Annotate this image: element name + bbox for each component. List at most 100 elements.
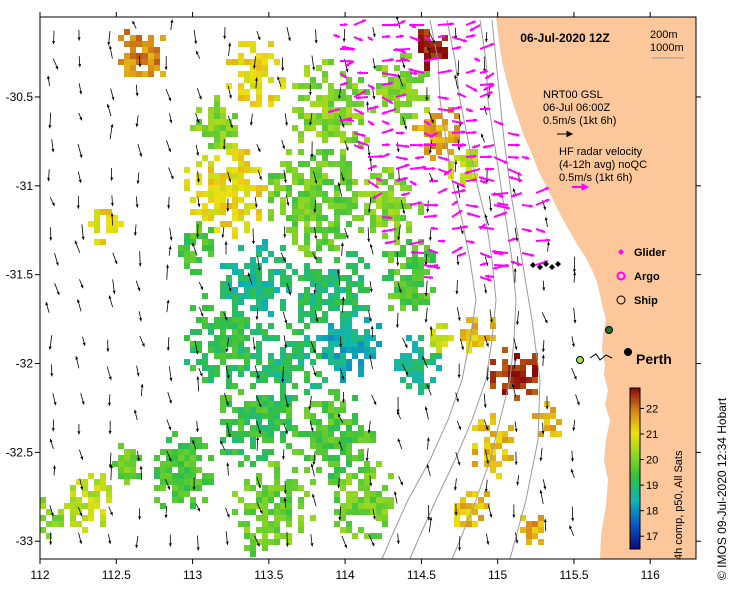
sst-pixel <box>358 479 364 485</box>
wind-arrowhead <box>309 122 313 126</box>
sst-pixel <box>334 437 340 443</box>
sst-pixel <box>382 485 388 491</box>
sst-pixel <box>268 287 274 293</box>
sst-pixel <box>328 89 334 95</box>
sst-pixel <box>322 287 328 293</box>
sst-pixel <box>244 227 250 233</box>
sst-pixel <box>178 473 184 479</box>
wind-arrowhead <box>484 488 488 493</box>
wind-arrowhead <box>52 465 56 469</box>
sst-pixel <box>334 209 340 215</box>
sst-pixel <box>316 209 322 215</box>
sst-pixel <box>466 155 472 161</box>
sst-pixel <box>310 515 316 521</box>
wind-arrowhead <box>196 50 199 55</box>
sst-pixel <box>358 101 364 107</box>
sst-pixel <box>310 479 316 485</box>
sst-pixel <box>436 335 442 341</box>
sst-pixel <box>298 311 304 317</box>
sst-pixel <box>394 95 400 101</box>
sst-pixel <box>490 335 496 341</box>
sst-pixel <box>352 503 358 509</box>
sst-pixel <box>346 173 352 179</box>
sst-pixel <box>286 521 292 527</box>
sst-pixel <box>262 65 268 71</box>
sst-pixel <box>292 383 298 389</box>
wind-arrowhead <box>50 373 54 377</box>
sst-pixel <box>400 377 406 383</box>
wind-arrowhead <box>572 269 576 273</box>
sst-pixel <box>244 413 250 419</box>
sst-pixel <box>304 197 310 203</box>
wind-arrowhead <box>225 348 229 353</box>
sst-pixel <box>400 293 406 299</box>
wind-arrowhead <box>80 486 84 491</box>
sst-pixel <box>268 275 274 281</box>
radar-arrowhead <box>485 75 490 79</box>
sst-pixel <box>346 83 352 89</box>
sst-pixel <box>280 485 286 491</box>
sst-pixel <box>364 461 370 467</box>
sst-pixel <box>262 527 268 533</box>
sst-pixel <box>94 485 100 491</box>
sst-pixel <box>316 83 322 89</box>
sst-pixel <box>220 119 226 125</box>
sst-pixel <box>244 203 250 209</box>
sst-pixel <box>298 299 304 305</box>
sst-pixel <box>256 323 262 329</box>
sst-pixel <box>316 299 322 305</box>
sst-pixel <box>220 323 226 329</box>
sst-pixel <box>340 311 346 317</box>
sst-pixel <box>166 473 172 479</box>
perth-marker <box>624 348 632 356</box>
sst-pixel <box>316 179 322 185</box>
sst-pixel <box>418 95 424 101</box>
sst-pixel <box>166 467 172 473</box>
sst-pixel <box>376 515 382 521</box>
sst-pixel <box>226 419 232 425</box>
radar-arrowhead <box>388 99 393 104</box>
sst-pixel <box>256 413 262 419</box>
sst-pixel <box>310 227 316 233</box>
sst-pixel <box>340 95 346 101</box>
sst-pixel <box>394 215 400 221</box>
sst-pixel <box>88 509 94 515</box>
sst-pixel <box>406 221 412 227</box>
radar-arrowhead <box>541 229 546 233</box>
sst-pixel <box>340 155 346 161</box>
sst-pixel <box>118 473 124 479</box>
sst-pixel <box>334 443 340 449</box>
sst-pixel <box>58 509 64 515</box>
radar-arrowhead <box>401 20 406 24</box>
radar-arrowhead <box>478 176 483 180</box>
sst-pixel <box>388 167 394 173</box>
sst-pixel <box>430 329 436 335</box>
radar-arrowhead <box>345 62 350 67</box>
sst-pixel <box>202 203 208 209</box>
sst-pixel <box>538 527 544 533</box>
sst-pixel <box>268 413 274 419</box>
sst-pixel <box>304 491 310 497</box>
sst-pixel <box>334 191 340 197</box>
sst-pixel <box>124 59 130 65</box>
sst-pixel <box>322 137 328 143</box>
radar-arrowhead <box>435 56 440 61</box>
sst-pixel <box>304 191 310 197</box>
sst-pixel <box>268 521 274 527</box>
sst-pixel <box>94 479 100 485</box>
sst-pixel <box>280 197 286 203</box>
sst-pixel <box>190 473 196 479</box>
sst-pixel <box>256 293 262 299</box>
radar-arrowhead <box>429 179 433 183</box>
sst-pixel <box>256 407 262 413</box>
sst-pixel <box>418 257 424 263</box>
sst-pixel <box>238 431 244 437</box>
sst-pixel <box>184 233 190 239</box>
wind-arrowhead <box>338 413 341 418</box>
sst-pixel <box>256 185 262 191</box>
sst-pixel <box>388 89 394 95</box>
sst-pixel <box>316 95 322 101</box>
sst-pixel <box>232 437 238 443</box>
sst-pixel <box>412 365 418 371</box>
